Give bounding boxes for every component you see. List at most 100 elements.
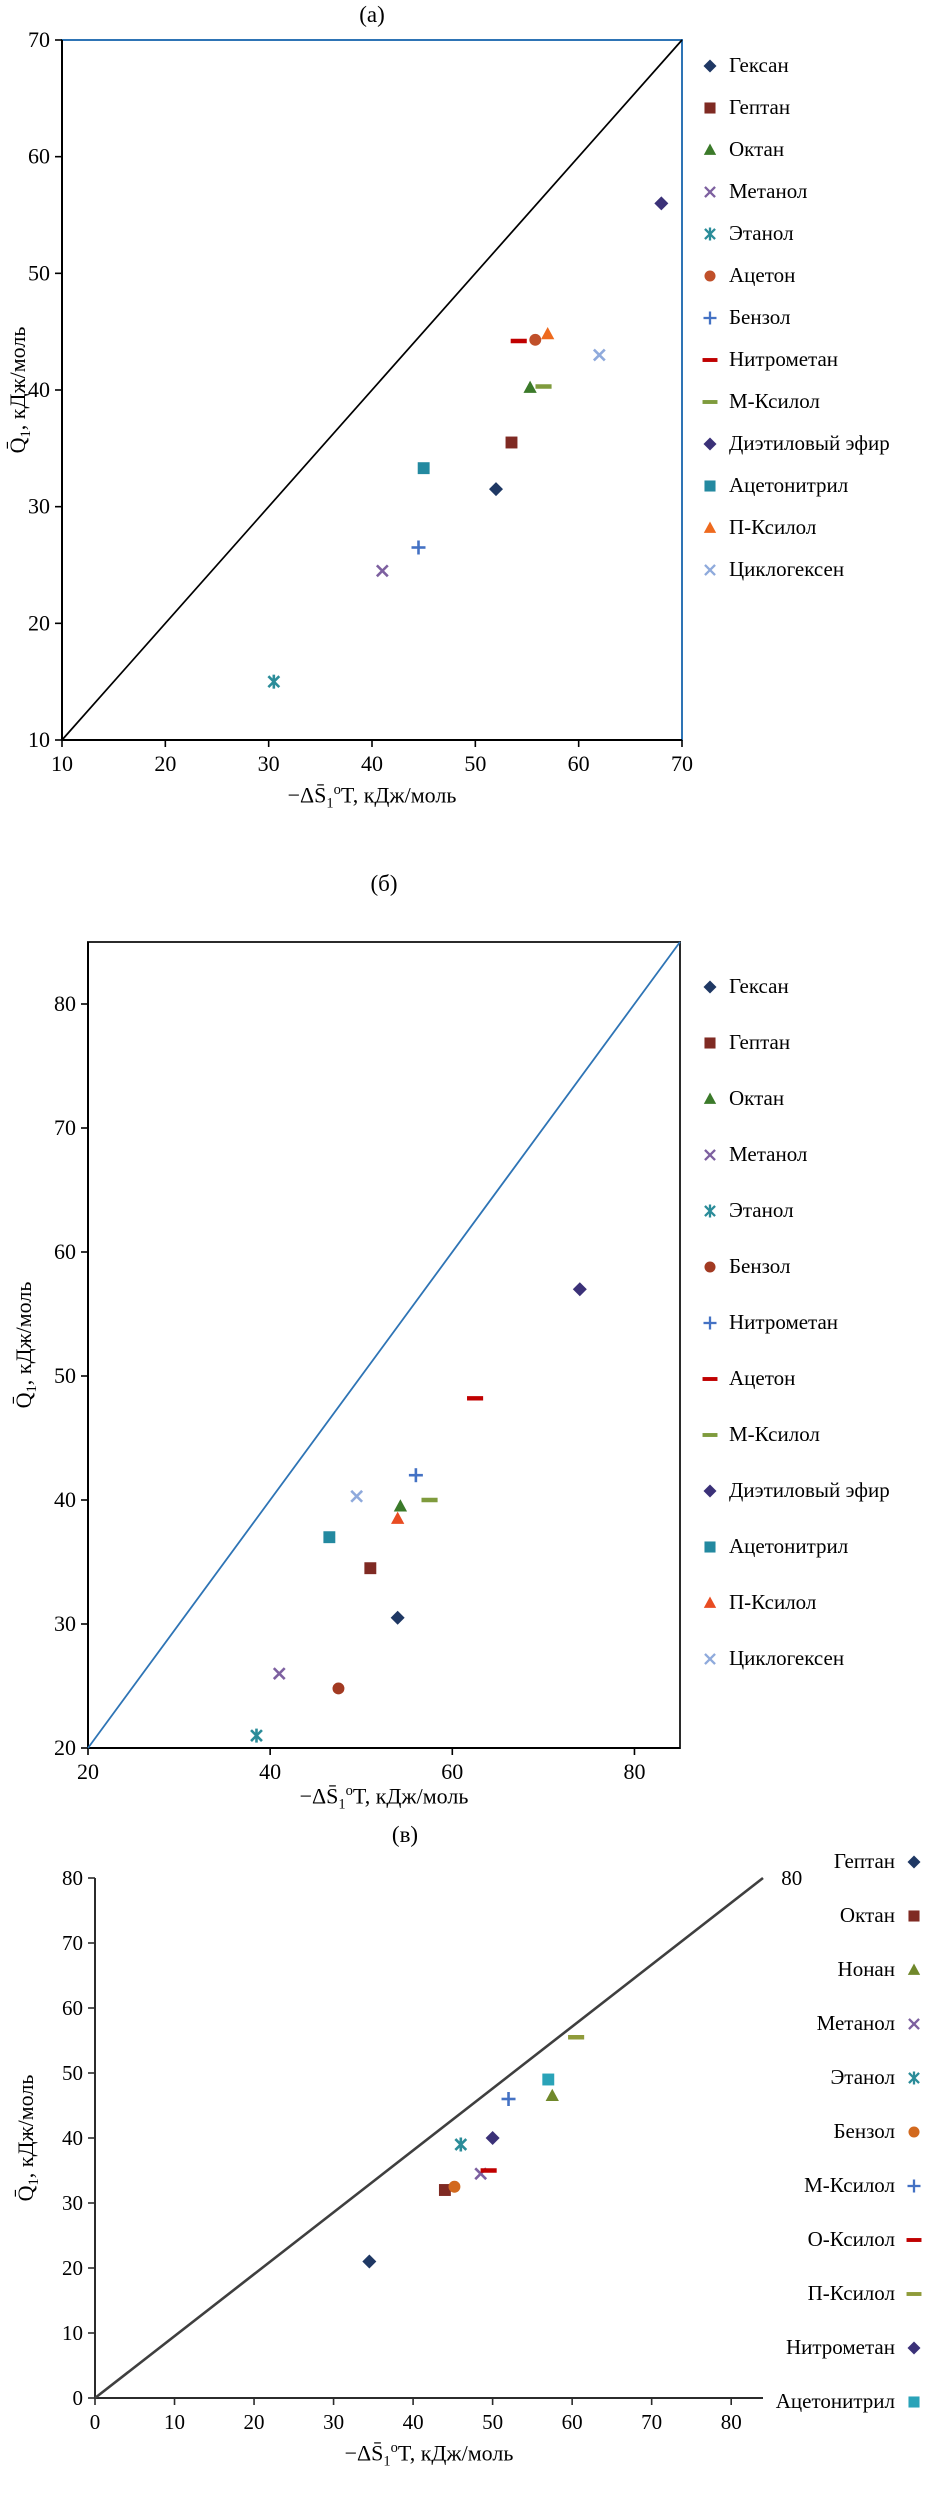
y-tick-label: 10 bbox=[28, 727, 50, 752]
y-tick-label: 20 bbox=[54, 1735, 76, 1760]
series-points bbox=[375, 564, 389, 578]
legend-item: Октан bbox=[762, 1902, 924, 1929]
xlabel-sub: 1 bbox=[338, 1796, 346, 1813]
legend-item: Бензол bbox=[762, 2118, 924, 2145]
panel-v-plot: 0 10 20 30 40 50 60 70 80 0 10 20 30 40 50 60 70 80 80 bbox=[62, 1866, 802, 2434]
legend-item: Нонан bbox=[762, 1956, 924, 1983]
series-points bbox=[541, 327, 555, 340]
xlabel-rest: T, кДж/моль bbox=[352, 1783, 469, 1809]
series-points bbox=[529, 333, 542, 346]
panel-b-plot: 20 40 60 80 20 30 40 50 60 70 80 bbox=[54, 941, 681, 1784]
triangle-marker-icon bbox=[703, 521, 717, 533]
y-tick-label: 50 bbox=[54, 1363, 76, 1388]
x-tick-label: 70 bbox=[671, 751, 693, 776]
triangle-marker-icon bbox=[703, 1092, 717, 1104]
series-points bbox=[572, 1282, 587, 1297]
square-marker-icon bbox=[704, 480, 716, 492]
y-tick-label: 70 bbox=[62, 1931, 83, 1955]
legend-label: П-Ксилол bbox=[807, 2281, 895, 2305]
legend-item: Этанол bbox=[700, 220, 928, 247]
legend-label: Гексан bbox=[729, 974, 789, 998]
triangle-marker-icon bbox=[703, 143, 717, 155]
legend-label: Ацетонитрил bbox=[775, 2389, 895, 2413]
xlabel-sup: o bbox=[390, 2440, 398, 2456]
triangle-marker-icon bbox=[703, 1596, 717, 1608]
x-tick-label: 80 bbox=[623, 1759, 645, 1784]
legend-item: П-Ксилол bbox=[762, 2280, 924, 2307]
circle-marker-icon bbox=[704, 270, 716, 282]
panel-b-legend: Гексан Гептан Октан Метанол Этанол Бензол Нитр… bbox=[700, 973, 928, 1701]
legend-item: Циклогексен bbox=[700, 1645, 928, 1672]
x-marker-icon bbox=[704, 1149, 716, 1161]
y-tick-label: 30 bbox=[28, 494, 50, 519]
series-points bbox=[350, 1489, 364, 1503]
y-tick-label: 30 bbox=[54, 1611, 76, 1636]
legend-label: Циклогексен bbox=[729, 1646, 845, 1670]
series-points bbox=[393, 1499, 408, 1512]
panel-a-plot: 10 20 30 40 50 60 70 10 20 30 40 50 60 70 bbox=[28, 27, 693, 776]
diamond-marker-icon bbox=[703, 59, 717, 73]
legend-label: Октан bbox=[839, 1903, 895, 1927]
y-tick-label: 70 bbox=[54, 1115, 76, 1140]
xlabel-main: −ΔS̄ bbox=[344, 2440, 384, 2466]
panel-a: (а) 10 20 30 40 50 60 70 10 20 30 40 50 60 70 Q̄1, кД… bbox=[0, 0, 931, 850]
diagonal-line bbox=[61, 39, 683, 741]
diamond-marker-icon bbox=[907, 2341, 921, 2355]
legend-label: М-Ксилол bbox=[804, 2173, 895, 2197]
square-marker-icon bbox=[704, 1541, 716, 1553]
x-tick-label: 30 bbox=[258, 751, 280, 776]
legend-label: Этанол bbox=[729, 1198, 794, 1222]
legend-item: П-Ксилол bbox=[700, 514, 928, 541]
series-points bbox=[272, 1667, 286, 1680]
legend-label: Нитрометан bbox=[729, 1310, 839, 1334]
panel-b-ylabel: Q̄1, кДж/моль bbox=[11, 1282, 41, 1409]
series-points bbox=[592, 348, 606, 362]
x-marker-icon bbox=[704, 564, 716, 576]
series-points bbox=[391, 1511, 405, 1524]
legend-label: Метанол bbox=[816, 2011, 895, 2035]
xlabel-main: −ΔS̄ bbox=[299, 1783, 339, 1809]
series-points bbox=[411, 540, 426, 555]
star-marker-icon bbox=[908, 2071, 920, 2085]
legend-label: Диэтиловый эфир bbox=[729, 431, 890, 455]
legend-item: Октан bbox=[700, 136, 928, 163]
panel-a-legend: Гексан Гептан Октан Метанол Этанол Ацетон Бенз… bbox=[700, 52, 928, 598]
legend-item: Диэтиловый эфир bbox=[700, 430, 928, 457]
ylabel-sub: 1 bbox=[26, 2178, 43, 2186]
legend-item: Гептан bbox=[700, 94, 928, 121]
legend-item: Метанол bbox=[700, 1141, 928, 1168]
legend-item: Ацетон bbox=[700, 1365, 928, 1392]
series-points bbox=[438, 2184, 451, 2196]
legend-item: Ацетон bbox=[700, 262, 928, 289]
x-tick-label: 40 bbox=[259, 1759, 281, 1784]
legend-label: Ацетонитрил bbox=[729, 473, 849, 497]
legend-label: П-Ксилол bbox=[729, 1590, 817, 1614]
panel-a-title: (а) bbox=[359, 2, 385, 27]
diamond-marker-icon bbox=[907, 1855, 921, 1869]
legend-label: Гептан bbox=[833, 1849, 895, 1873]
legend-label: Октан bbox=[729, 1086, 785, 1110]
series-points bbox=[362, 2254, 377, 2269]
y-tick-label: 20 bbox=[62, 2256, 83, 2280]
series-points bbox=[542, 2073, 555, 2086]
star-marker-icon bbox=[704, 227, 716, 241]
x-tick-label: 10 bbox=[51, 751, 73, 776]
legend-label: Ацетон bbox=[729, 263, 796, 287]
series-points bbox=[523, 380, 537, 393]
legend-label: Октан bbox=[729, 137, 785, 161]
legend-item: Циклогексен bbox=[700, 556, 928, 583]
diagonal-line bbox=[94, 1876, 764, 2400]
legend-item: Нитрометан bbox=[762, 2334, 924, 2361]
panel-v-legend: Гептан Октан Нонан Метанол Этанол Бензол М-Кси… bbox=[762, 1848, 924, 2442]
legend-label: М-Ксилол bbox=[729, 389, 820, 413]
legend-item: Диэтиловый эфир bbox=[700, 1477, 928, 1504]
panel-v-ylabel: Q̄1, кДж/моль bbox=[13, 2075, 43, 2202]
legend-item: Гексан bbox=[700, 973, 928, 1000]
legend-label: Гексан bbox=[729, 53, 789, 77]
diagonal-line bbox=[87, 941, 681, 1749]
panel-a-xlabel: −ΔS̄1oT, кДж/моль bbox=[62, 782, 682, 813]
xlabel-sub: 1 bbox=[383, 2453, 391, 2470]
y-tick-label: 50 bbox=[28, 260, 50, 285]
dash-marker-icon bbox=[702, 400, 718, 404]
